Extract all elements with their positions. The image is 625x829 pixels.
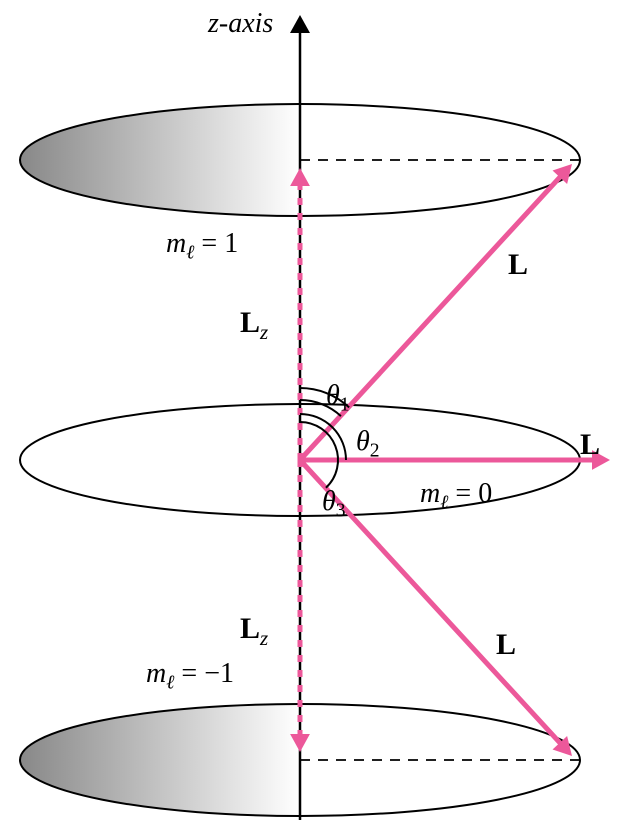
L-vector-label-mid: L xyxy=(580,428,600,462)
ml-equals-1: mℓ = 1 xyxy=(166,228,238,265)
theta-1-label: θ1 xyxy=(326,380,350,417)
theta-3-label: θ3 xyxy=(322,486,346,523)
Lz-label-down: Lz xyxy=(240,612,268,651)
disk-shade xyxy=(20,704,300,816)
z-axis-arrowhead xyxy=(290,15,310,33)
z-axis-label: z-axis xyxy=(208,8,273,40)
Lz-label-up: Lz xyxy=(240,306,268,345)
disk-shade xyxy=(20,104,300,216)
theta-2-label: θ2 xyxy=(356,426,380,463)
ml-equals-0: mℓ = 0 xyxy=(420,478,492,515)
ml-equals-neg1: mℓ = −1 xyxy=(146,658,234,695)
angular-momentum-diagram xyxy=(0,0,625,829)
L-vector-label-top: L xyxy=(508,248,528,282)
L-top-vector xyxy=(300,176,561,460)
L-vector-label-bot: L xyxy=(496,628,516,662)
